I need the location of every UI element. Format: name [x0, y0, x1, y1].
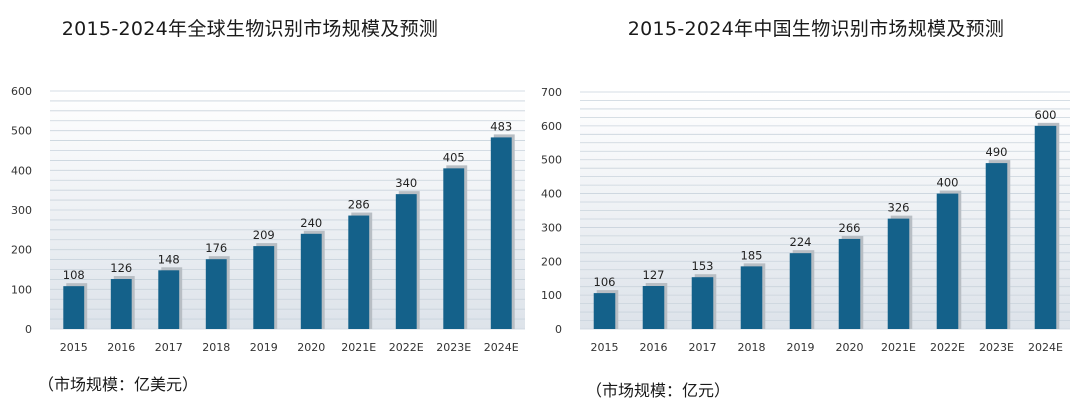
bar-2022E — [395, 194, 417, 329]
bar-2021E — [887, 218, 910, 329]
x-tick-label: 2023E — [436, 341, 471, 354]
bar-2022E — [936, 193, 959, 329]
bar-2015 — [63, 286, 85, 329]
x-tick-label: 2019 — [250, 341, 278, 354]
data-label: 185 — [741, 248, 763, 262]
data-label: 108 — [63, 268, 85, 282]
x-tick-label: 2017 — [689, 341, 717, 354]
bar-2019 — [789, 253, 812, 329]
data-label: 326 — [888, 201, 910, 215]
bar-2017 — [158, 270, 180, 329]
bar-2021E — [348, 215, 370, 329]
x-tick-label: 2016 — [640, 341, 668, 354]
data-label: 148 — [158, 252, 180, 266]
chart-global-market: 0 100 200 300 400 500 600 108 2015 126 2016 148 2017… — [11, 85, 525, 354]
bar-2020 — [838, 238, 861, 329]
y-tick-label: 400 — [11, 164, 32, 177]
bar-2023E — [985, 163, 1008, 329]
bar-2016 — [110, 279, 132, 329]
unit-note: （市场规模：亿美元） — [38, 375, 199, 394]
bar-2024E — [490, 137, 512, 329]
y-tick-label: 500 — [11, 125, 32, 138]
y-tick-label: 500 — [541, 154, 562, 167]
y-tick-label: 400 — [541, 188, 562, 201]
y-tick-label: 0 — [555, 323, 562, 336]
x-tick-label: 2018 — [202, 341, 230, 354]
data-label: 400 — [937, 176, 959, 190]
x-tick-label: 2024E — [484, 341, 519, 354]
chart-title: 2015-2024年全球生物识别市场规模及预测 — [61, 18, 439, 40]
data-label: 224 — [790, 235, 812, 249]
x-tick-label: 2015 — [591, 341, 619, 354]
bar-2018 — [740, 266, 763, 329]
data-label: 176 — [205, 241, 227, 255]
data-label: 240 — [300, 216, 322, 230]
bar-2015 — [593, 293, 616, 329]
data-label: 340 — [395, 176, 417, 190]
x-tick-label: 2020 — [836, 341, 864, 354]
data-label: 106 — [594, 275, 616, 289]
data-label: 483 — [490, 119, 512, 133]
bar-2023E — [443, 168, 465, 329]
unit-note: （市场规模：亿元） — [586, 381, 731, 400]
bar-2017 — [691, 277, 714, 329]
x-tick-label: 2021E — [881, 341, 916, 354]
x-tick-label: 2021E — [341, 341, 376, 354]
y-tick-label: 200 — [11, 244, 32, 257]
data-label: 153 — [692, 259, 714, 273]
y-tick-label: 0 — [25, 323, 32, 336]
data-label: 126 — [110, 261, 132, 275]
y-tick-label: 600 — [541, 120, 562, 133]
data-label: 286 — [348, 198, 370, 212]
x-tick-label: 2018 — [738, 341, 766, 354]
x-tick-label: 2022E — [930, 341, 965, 354]
data-label: 405 — [443, 150, 465, 164]
y-tick-label: 700 — [541, 86, 562, 99]
y-tick-label: 100 — [541, 289, 562, 302]
y-tick-label: 100 — [11, 283, 32, 296]
x-tick-label: 2016 — [107, 341, 135, 354]
chart-china-market: 0 100 200 300 400 500 600 700 106 2015 127 2016 153 2… — [541, 86, 1070, 354]
data-label: 600 — [1035, 108, 1057, 122]
bar-2020 — [300, 233, 322, 329]
bar-2018 — [205, 259, 227, 329]
x-tick-label: 2019 — [787, 341, 815, 354]
chart-panel-china: 2015-2024年中国生物识别市场规模及预测 0 100 200 300 400 500… — [540, 0, 1080, 411]
x-tick-label: 2017 — [155, 341, 183, 354]
bar-2019 — [253, 246, 275, 329]
x-tick-label: 2020 — [297, 341, 325, 354]
x-tick-label: 2015 — [60, 341, 88, 354]
data-label: 127 — [643, 268, 665, 282]
x-tick-label: 2024E — [1028, 341, 1063, 354]
y-tick-label: 300 — [11, 204, 32, 217]
data-label: 209 — [253, 228, 275, 242]
x-tick-label: 2022E — [389, 341, 424, 354]
bar-2016 — [642, 286, 665, 329]
y-tick-label: 300 — [541, 221, 562, 234]
chart-title: 2015-2024年中国生物识别市场规模及预测 — [627, 18, 1005, 40]
y-tick-label: 600 — [11, 85, 32, 98]
chart-panel-global: 2015-2024年全球生物识别市场规模及预测 0 100 200 300 400 500… — [11, 18, 525, 394]
data-label: 266 — [839, 221, 861, 235]
x-tick-label: 2023E — [979, 341, 1014, 354]
bar-2024E — [1034, 125, 1057, 329]
data-label: 490 — [986, 145, 1008, 159]
y-tick-label: 200 — [541, 255, 562, 268]
